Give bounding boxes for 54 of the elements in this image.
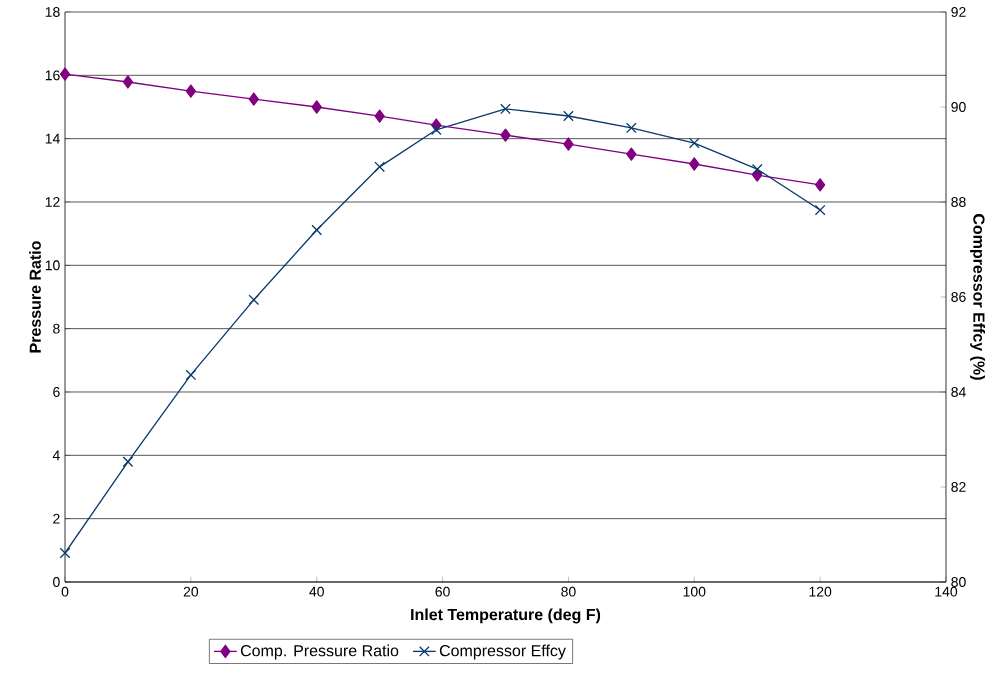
y-tick-label: 4 [52, 450, 60, 461]
point [814, 204, 826, 216]
point [625, 122, 637, 134]
point [689, 157, 700, 171]
y-tick-label: 18 [45, 7, 60, 17]
y2-tick-label: 88 [951, 197, 966, 207]
y2-tick-label: 80 [951, 577, 966, 587]
y-tick-label: 2 [53, 513, 60, 524]
point [374, 109, 385, 123]
point [185, 369, 197, 381]
y2-tick-label: 82 [951, 482, 966, 492]
y-tick-label: 6 [53, 387, 60, 397]
x-tick-label: 120 [809, 586, 832, 597]
point [122, 75, 134, 89]
x-tick-label: 80 [561, 586, 576, 597]
point [122, 456, 134, 468]
y2-tick-label: 84 [951, 387, 966, 397]
point [430, 124, 442, 136]
x-tick-label: 20 [183, 586, 199, 597]
legend-label: Compressor Effcy [439, 644, 566, 660]
point [563, 110, 574, 122]
point [374, 161, 386, 173]
point [59, 547, 71, 559]
x-tick-label: 140 [935, 586, 958, 597]
x-tick-label: 0 [61, 586, 69, 597]
y-axis-title: Pressure Ratio [29, 241, 41, 353]
point [814, 178, 826, 192]
point [500, 128, 511, 142]
y2-tick-label: 90 [951, 102, 966, 112]
point [626, 147, 637, 161]
y-tick-label: 8 [53, 323, 60, 334]
point [311, 224, 323, 236]
point [185, 84, 197, 98]
y-tick-label: 0 [53, 577, 60, 587]
x-tick-label: 60 [435, 586, 450, 597]
point [311, 100, 322, 114]
point [59, 67, 71, 81]
point [500, 103, 511, 115]
y2-axis-title: Compressor Effcy (%) [970, 214, 986, 380]
point [751, 163, 763, 175]
x-tick-label: 40 [309, 586, 324, 597]
point [248, 92, 259, 106]
y-tick-label: 14 [45, 133, 60, 144]
point [248, 294, 260, 306]
point [688, 137, 700, 149]
x-axis-title: Inlet Temperature (deg F) [411, 608, 601, 624]
legend-label: Comp. Pressure Ratio [240, 644, 399, 660]
y-tick-label: 16 [45, 70, 60, 81]
x-tick-label: 100 [683, 586, 706, 597]
y2-tick-label: 86 [951, 292, 966, 302]
y-tick-label: 10 [45, 260, 60, 271]
y2-tick-label: 92 [951, 7, 966, 17]
point [563, 137, 574, 151]
y-tick-label: 12 [45, 197, 60, 207]
